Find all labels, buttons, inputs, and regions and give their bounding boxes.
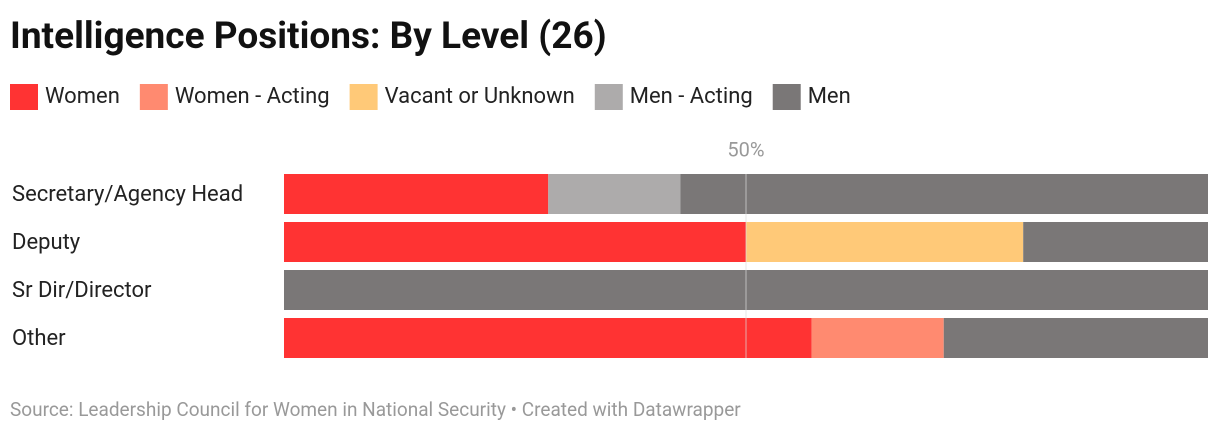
bar-segment: [811, 318, 944, 358]
category-label: Other: [12, 326, 66, 351]
legend-swatch: [349, 84, 378, 110]
chart-title: Intelligence Positions: By Level (26): [10, 15, 607, 58]
legend-swatch: [594, 84, 623, 110]
legend-label: Women: [45, 84, 120, 109]
legend-swatch: [139, 84, 168, 110]
bar-segment: [284, 318, 812, 358]
legend-label: Men: [808, 84, 851, 109]
legend-swatch: [772, 84, 801, 110]
category-label: Secretary/Agency Head: [12, 182, 243, 207]
legend-label: Men - Acting: [630, 84, 753, 109]
category-label: Deputy: [12, 230, 81, 255]
bar-segment: [1023, 222, 1208, 262]
category-label: Sr Dir/Director: [12, 278, 152, 303]
legend-label: Vacant or Unknown: [385, 84, 575, 109]
source: Source: Leadership Council for Women in …: [10, 398, 741, 421]
legend-swatch: [10, 84, 38, 110]
bar-segment: [746, 222, 1024, 262]
bar-segment: [548, 174, 681, 214]
legend-label: Women - Acting: [175, 84, 330, 109]
bar-segment: [284, 174, 549, 214]
bar-segment: [943, 318, 1208, 358]
bar-segment: [680, 174, 1208, 214]
bar-segment: [284, 222, 746, 262]
x-tick-label: 50%: [727, 137, 764, 161]
